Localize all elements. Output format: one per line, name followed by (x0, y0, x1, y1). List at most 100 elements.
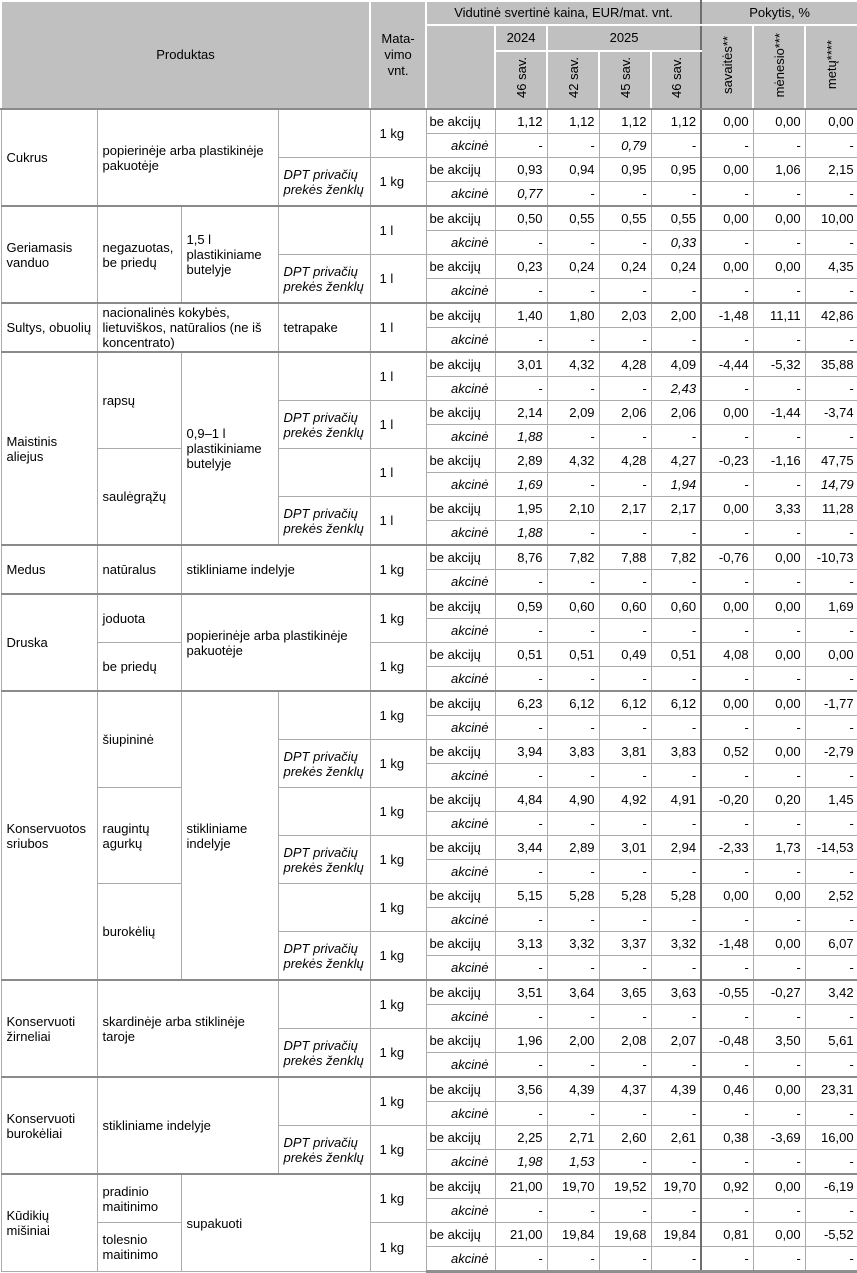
week-2024-46-label: 46 sav. (513, 57, 529, 99)
change-value-cell: 0,00 (700, 400, 754, 425)
change-value-cell: - (700, 230, 754, 255)
unit-cell: 1 l (369, 254, 427, 304)
table-header: Produktas Mata- vimo vnt. Vidutinė svert… (0, 0, 857, 110)
price-value-cell: - (546, 1101, 600, 1126)
table-row-regular-price: Konservuoti burokėliai stikliniame indely… (0, 1076, 857, 1175)
price-type-cell: akcinė (425, 230, 496, 255)
change-value-cell: -3,74 (804, 400, 857, 425)
product-attr-cell: skardinėje arba stiklinėje taroje (96, 979, 279, 1078)
price-value-cell: 2,00 (546, 1028, 600, 1053)
price-value-cell: - (546, 278, 600, 304)
price-type-cell: akcinė (425, 327, 496, 353)
unit-cell: 1 kg (369, 883, 427, 932)
price-value-cell: - (598, 715, 652, 740)
price-type-cell: akcinė (425, 859, 496, 884)
price-value-cell: - (546, 181, 600, 207)
price-value-cell: 2,17 (598, 496, 652, 521)
unit-cell: 1 kg (369, 835, 427, 884)
price-value-cell: 1,12 (546, 108, 600, 134)
change-value-cell: - (700, 1149, 754, 1175)
product-attr-cell: šiupininė (96, 690, 182, 788)
price-value-cell: 19,52 (598, 1173, 652, 1199)
price-type-cell: akcinė (425, 955, 496, 981)
price-value-cell: 1,98 (494, 1149, 548, 1175)
change-value-cell: - (752, 278, 806, 304)
change-value-cell: -1,48 (700, 931, 754, 956)
table-row-promo-price: akcinė - - - - - - - (1, 327, 857, 353)
price-type-cell: akcinė (425, 133, 496, 158)
price-value-cell: - (494, 618, 548, 643)
col-header-week-2025-45: 45 sav. (598, 50, 653, 110)
price-value-cell: - (546, 472, 600, 497)
change-value-cell: - (804, 859, 857, 884)
price-value-cell: 3,56 (494, 1076, 548, 1102)
table-row-promo-price: akcinė 1,69- -1,94- -14,79 (1, 472, 857, 497)
price-value-cell: - (598, 424, 652, 449)
change-value-cell: - (700, 1246, 754, 1273)
change-value-cell: 1,73 (752, 835, 806, 860)
price-value-cell: 1,95 (494, 496, 548, 521)
price-value-cell: 1,96 (494, 1028, 548, 1053)
price-value-cell: 2,10 (546, 496, 600, 521)
change-value-cell: 0,00 (752, 205, 806, 231)
price-value-cell: 3,37 (598, 931, 652, 956)
change-value-cell: 0,38 (700, 1125, 754, 1150)
price-type-cell: akcinė (425, 1101, 496, 1126)
product-name-cell: Medus (0, 544, 98, 595)
table-row-promo-price: akcinė - - - - - - - (1, 1004, 857, 1029)
price-value-cell: 4,37 (598, 1076, 652, 1102)
price-value-cell: 3,51 (494, 979, 548, 1005)
change-value-cell: - (700, 1004, 754, 1029)
change-month-label: mėnesio*** (771, 32, 787, 98)
change-value-cell: -1,16 (752, 448, 806, 473)
dpt-label-cell: DPT privačių prekės ženklų (277, 835, 371, 884)
unit-cell: 1 kg (369, 787, 427, 836)
change-value-cell: 0,00 (752, 1222, 806, 1247)
price-value-cell: 4,32 (546, 448, 600, 473)
price-value-cell: 0,24 (598, 254, 652, 279)
price-type-cell: be akcijų (425, 1222, 496, 1247)
table-row-regular-price: DPT privačių prekės ženklų 1 kg be akcijų 3… (1, 835, 857, 884)
product-name-cell: Geriamasis vanduo (0, 205, 98, 304)
change-value-cell: - (700, 520, 754, 546)
product-name-cell: Maistinis aliejus (0, 351, 98, 546)
change-value-cell: 0,00 (804, 642, 857, 667)
change-value-cell: - (700, 666, 754, 692)
change-value-cell: -14,53 (804, 835, 857, 860)
price-value-cell: - (546, 133, 600, 158)
price-value-cell: - (494, 1052, 548, 1078)
change-value-cell: - (700, 715, 754, 740)
price-value-cell: 0,95 (598, 157, 652, 182)
product-name-cell: Sultys, obuolių (0, 302, 98, 353)
change-value-cell: 0,00 (752, 593, 806, 619)
price-value-cell: 6,12 (598, 690, 652, 716)
price-value-cell: - (650, 618, 702, 643)
price-type-cell: akcinė (425, 907, 496, 932)
price-value-cell: 5,28 (598, 883, 652, 908)
price-value-cell: 2,71 (546, 1125, 600, 1150)
col-header-pokytis: Pokytis, % (700, 0, 857, 26)
change-value-cell: -4,44 (700, 351, 754, 377)
price-value-cell: 1,94 (650, 472, 702, 497)
price-value-cell: 1,12 (598, 108, 652, 134)
price-value-cell: 0,50 (494, 205, 548, 231)
table-row-regular-price: Konservuotos sriubos šiupininė stikliniame… (0, 690, 857, 981)
change-value-cell: -5,52 (804, 1222, 857, 1247)
table-row-regular-price: DPT privačių prekės ženklų 1 l be akcijų 2,… (1, 400, 857, 449)
change-year-label: metų**** (824, 40, 840, 90)
change-value-cell: 4,08 (700, 642, 754, 667)
price-value-cell: 4,27 (650, 448, 702, 473)
price-value-cell: 3,81 (598, 739, 652, 764)
change-value-cell: 0,00 (804, 108, 857, 134)
change-value-cell: 1,06 (752, 157, 806, 182)
header-row-2: 2024 2025 savaitės** mėnesio*** metų**** (1, 24, 857, 110)
price-value-cell: 19,84 (546, 1222, 600, 1247)
change-value-cell: -0,55 (700, 979, 754, 1005)
price-value-cell: - (494, 1246, 548, 1273)
price-type-cell: be akcijų (425, 1173, 496, 1199)
change-value-cell: - (752, 1052, 806, 1078)
change-value-cell: - (752, 1004, 806, 1029)
change-value-cell: - (804, 569, 857, 595)
unit-cell: 1 l (369, 205, 427, 255)
price-value-cell: 2,09 (546, 400, 600, 425)
